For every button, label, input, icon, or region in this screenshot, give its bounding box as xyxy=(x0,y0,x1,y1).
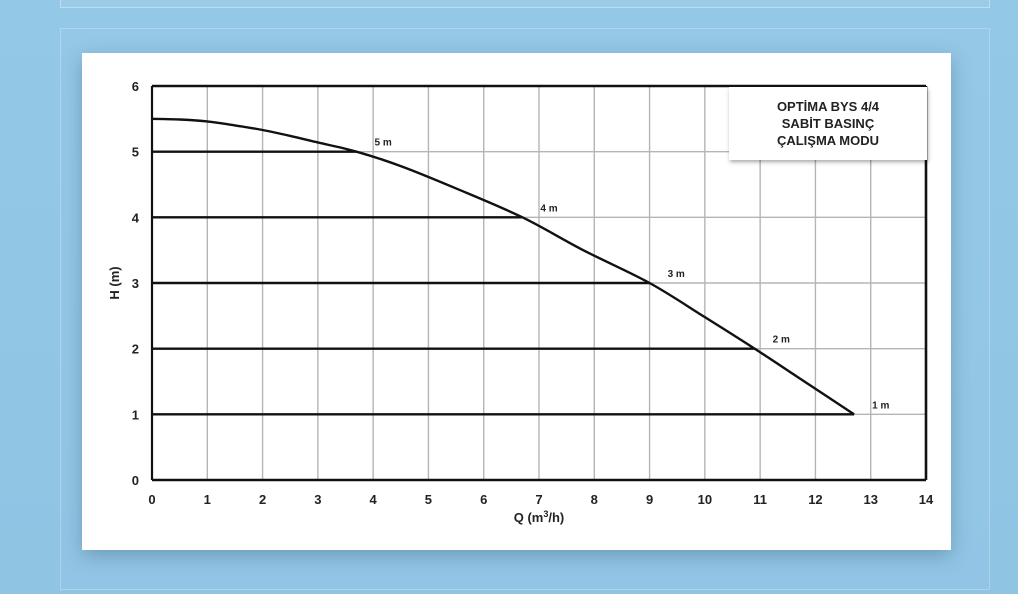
x-tick-label: 0 xyxy=(148,492,155,507)
x-tick-label: 8 xyxy=(591,492,598,507)
x-tick-label: 11 xyxy=(753,492,767,507)
constant-pressure-label: 5 m xyxy=(375,138,392,149)
x-tick-label: 1 xyxy=(204,492,211,507)
x-tick-label: 2 xyxy=(259,492,266,507)
x-tick-label: 5 xyxy=(425,492,432,507)
constant-pressure-label: 1 m xyxy=(872,400,889,411)
y-tick-label: 1 xyxy=(132,407,139,422)
x-tick-label: 13 xyxy=(863,492,877,507)
x-tick-label: 12 xyxy=(808,492,822,507)
x-tick-label: 6 xyxy=(480,492,487,507)
y-axis-label: H (m) xyxy=(107,266,122,299)
top-panel xyxy=(60,0,990,8)
y-tick-label: 6 xyxy=(132,79,139,94)
constant-pressure-label: 4 m xyxy=(540,203,557,214)
x-tick-label: 10 xyxy=(698,492,712,507)
x-axis-label: Q (m3/h) xyxy=(514,509,565,525)
x-tick-label: 4 xyxy=(370,492,378,507)
x-tick-label: 9 xyxy=(646,492,653,507)
x-tick-label: 14 xyxy=(919,492,934,507)
chart-title-line-3: ÇALIŞMA MODU xyxy=(776,133,880,148)
chart-title-line-2: SABİT BASINÇ xyxy=(781,116,875,131)
x-tick-label: 3 xyxy=(314,492,321,507)
y-tick-label: 0 xyxy=(132,473,139,488)
pump-curve xyxy=(151,117,855,416)
chart-title-box: OPTİMA BYS 4/4 SABİT BASINÇ ÇALIŞMA MODU xyxy=(729,87,927,160)
constant-pressure-label: 2 m xyxy=(773,335,790,346)
y-tick-label: 4 xyxy=(132,210,140,225)
chart-title-line-1: OPTİMA BYS 4/4 xyxy=(776,99,880,114)
y-tick-label: 2 xyxy=(132,342,139,357)
y-tick-label: 5 xyxy=(132,145,139,160)
x-tick-label: 7 xyxy=(535,492,542,507)
y-tick-label: 3 xyxy=(132,276,139,291)
constant-pressure-label: 3 m xyxy=(668,269,685,280)
